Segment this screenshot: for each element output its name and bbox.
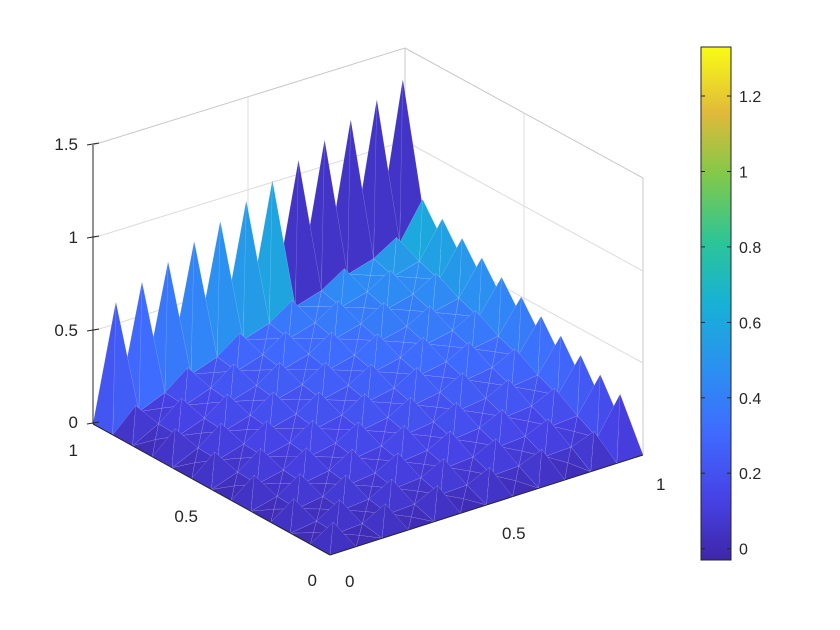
surface-patch (511, 348, 539, 387)
surface-patch (250, 474, 278, 512)
surface-patch (309, 419, 336, 457)
colorbar-tick-label: 0.4 (739, 391, 761, 408)
surface-patch (321, 268, 345, 308)
surface-patch (257, 469, 284, 485)
surface-patch (367, 387, 395, 404)
z-tick-label: 1 (69, 228, 78, 247)
z-tick (86, 235, 100, 239)
y-tick-label: 0 (308, 571, 317, 590)
surface-patch (426, 305, 453, 345)
surface-patch (386, 270, 414, 310)
x-tick-label: 0 (345, 572, 354, 591)
axes: 1.5 1 0.5 0 1 0.5 0 0 0.5 1 (54, 135, 665, 591)
surface-patch (336, 499, 363, 534)
y-axis-line (92, 423, 331, 556)
colorbar: 0 0.2 0.4 0.6 0.8 1 1.2 (700, 46, 761, 561)
x-tick-label: 0.5 (502, 524, 526, 543)
surface-patch (413, 392, 441, 408)
surface-patch (216, 332, 241, 372)
colorbar-tick-label: 0.6 (739, 315, 761, 332)
surface-patch (321, 385, 349, 401)
surface-patch (328, 331, 355, 371)
surface-patch (411, 503, 435, 523)
surface (92, 79, 644, 556)
colorbar-strip (700, 46, 732, 561)
surface-patch (367, 363, 395, 402)
z-tick (86, 328, 100, 332)
surface-patch (406, 421, 434, 437)
surface-patch (433, 401, 457, 440)
surface-patch (616, 394, 644, 464)
surface-patch (347, 119, 374, 275)
surface-patch (413, 367, 441, 406)
surface-patch (295, 160, 322, 308)
surface-patch (407, 396, 434, 435)
surface-patch (250, 508, 275, 523)
surface-patch (393, 367, 418, 406)
z-tick-label: 1.5 (54, 135, 78, 154)
surface-patch (158, 397, 182, 437)
surface-patch (314, 300, 339, 340)
x-tick-label: 1 (656, 475, 665, 494)
surface-patch (446, 456, 474, 472)
surface-patch (380, 302, 408, 342)
z-tick-label: 0 (69, 413, 78, 432)
surface-patch (346, 258, 374, 276)
surface-patch (432, 273, 460, 313)
surface-patch (296, 473, 324, 510)
surface-patch (465, 341, 493, 381)
surface-patch (336, 523, 363, 536)
surface-patch (355, 421, 382, 459)
y-tick-label: 1 (69, 441, 78, 460)
colorbar-tick-label: 1.2 (739, 89, 761, 106)
surface-patch (400, 336, 424, 376)
grid-line (92, 47, 406, 146)
surface-patch (236, 354, 264, 372)
surface-patch (388, 478, 415, 515)
surface-patch (394, 477, 422, 492)
surface-patch (550, 415, 578, 432)
surface-patch (472, 310, 499, 350)
colorbar-tick-label: 0.8 (739, 240, 761, 257)
z-tick (86, 421, 100, 425)
surface-patch (348, 472, 376, 487)
colorbar-tick-label: 1 (739, 165, 748, 182)
y-tick-label: 0.5 (174, 507, 198, 526)
surface-patch (334, 300, 362, 340)
surface-patch (400, 425, 428, 463)
surface-patch (374, 452, 399, 489)
z-tick-label: 0.5 (54, 321, 78, 340)
surface-patch (211, 451, 238, 490)
surface-patch (315, 391, 343, 430)
surface-patch (256, 361, 280, 401)
surface-patch (171, 428, 199, 469)
surface-patch (269, 391, 297, 430)
surface-patch (92, 302, 117, 436)
z-tick (86, 142, 100, 146)
colorbar-tick-label: 0.2 (739, 466, 761, 483)
surface-patch (440, 458, 468, 495)
surface-patch (524, 418, 549, 457)
colorbar-ticks: 0 0.2 0.4 0.6 0.8 1 1.2 (701, 89, 761, 559)
surface-patch (400, 450, 428, 465)
surface-patch (370, 258, 394, 277)
surface-patch (289, 532, 314, 545)
surface-patch (414, 485, 438, 523)
colorbar-tick-label: 0 (739, 542, 748, 559)
surface-patch (393, 236, 420, 277)
surface-patch (449, 330, 473, 350)
x-axis-line (329, 454, 644, 556)
surface-patch (392, 260, 420, 279)
